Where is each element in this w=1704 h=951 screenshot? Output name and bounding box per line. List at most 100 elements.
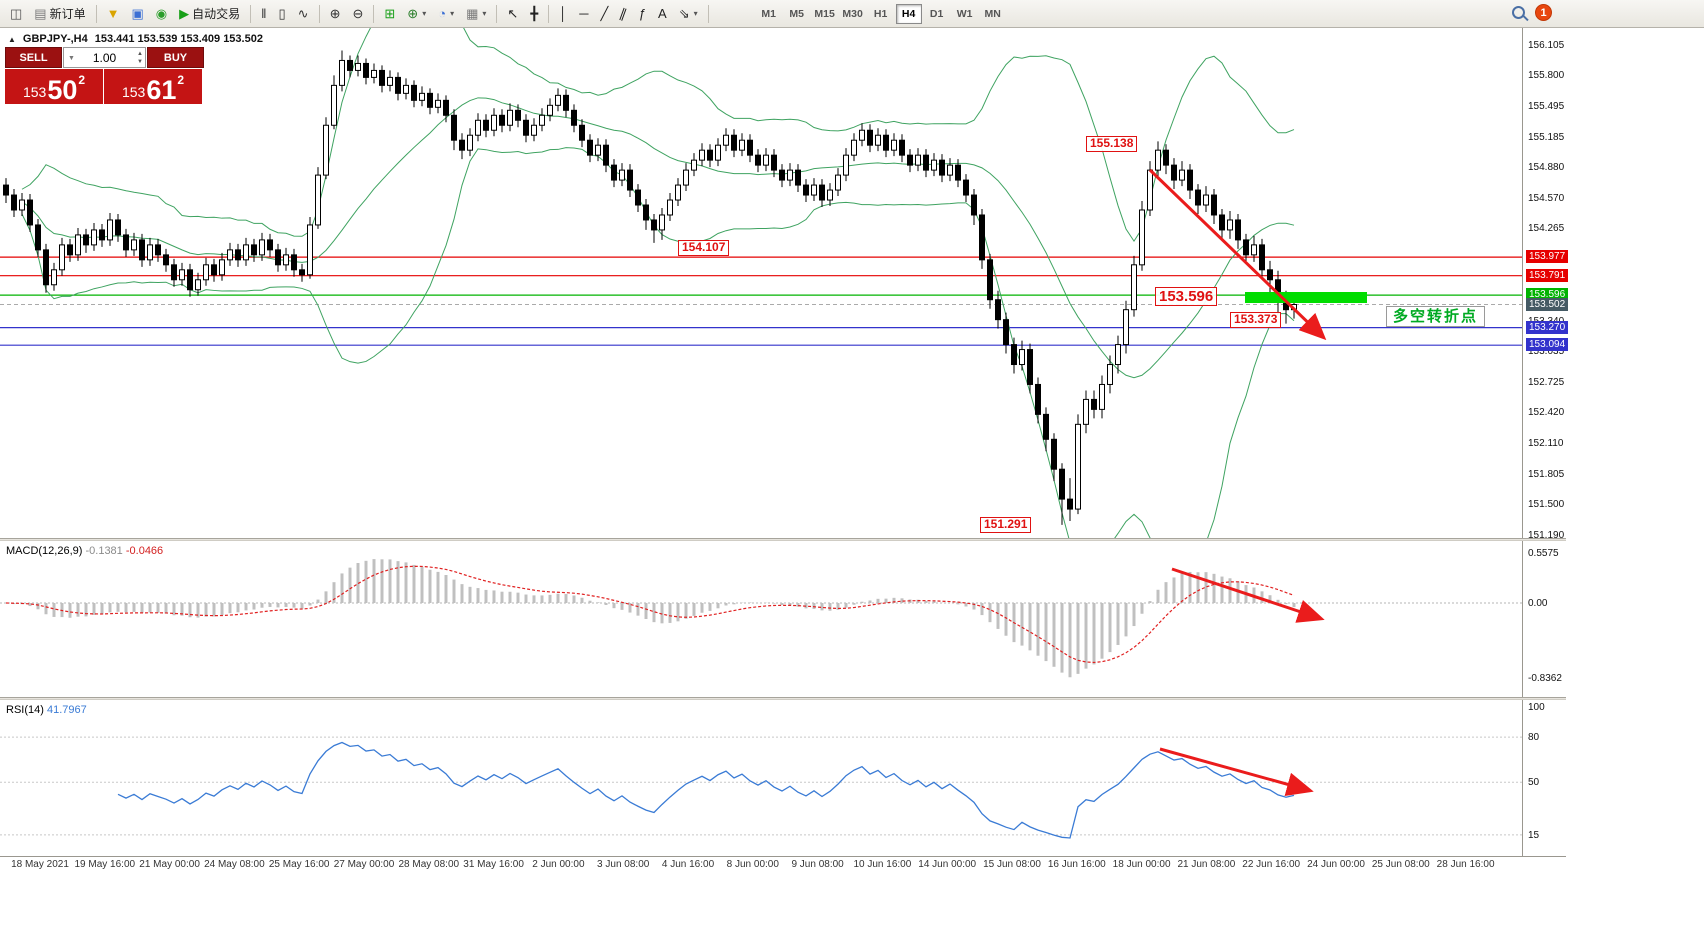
arrows-button-dropdown-icon[interactable]: ▾ — [693, 9, 698, 18]
horizontal-line-button[interactable]: ─ — [574, 3, 593, 25]
crosshair-button[interactable]: ╋ — [525, 3, 543, 25]
spinner-down-icon[interactable]: ▼ — [137, 59, 143, 65]
indicators-button[interactable]: ⊕ ▾ — [402, 3, 431, 25]
time-tick-label: 24 Jun 00:00 — [1307, 859, 1365, 870]
price-tick-label: 152.725 — [1528, 376, 1565, 388]
timeframe-d1-button[interactable]: D1 — [924, 4, 950, 24]
cursor-button[interactable]: ↖ — [502, 3, 523, 25]
price-tick-label: 155.495 — [1528, 100, 1565, 112]
periods-icon: ◔ — [438, 6, 447, 21]
alert-button[interactable]: ▼ — [102, 3, 125, 25]
sell-button[interactable]: SELL — [5, 47, 62, 68]
vertical-line-button[interactable]: │ — [554, 3, 572, 25]
pane-splitter-rsi[interactable] — [0, 697, 1566, 700]
timeframe-mn-button[interactable]: MN — [980, 4, 1006, 24]
volume-dropdown-icon[interactable]: ▼ — [68, 55, 75, 62]
market-watch-button[interactable]: ▣ — [126, 3, 148, 25]
main-chart-canvas[interactable] — [0, 28, 1522, 538]
price-scale-border — [1522, 28, 1523, 857]
price-tick-label: 152.420 — [1528, 407, 1565, 419]
time-tick-label: 18 May 2021 — [11, 859, 69, 870]
crosshair-icon: ╋ — [530, 6, 539, 21]
volume-value[interactable]: 1.00 — [92, 50, 117, 65]
price-line-label: 153.791 — [1526, 268, 1569, 282]
time-scale[interactable]: 18 May 2021 19 May 16:00 21 May 00:00 24 Ma… — [0, 857, 1566, 875]
time-tick-label: 9 Jun 08:00 — [791, 859, 844, 870]
rsi-scale[interactable]: 100 80 50 15 — [1524, 700, 1594, 856]
bollinger-band-line — [21, 147, 1295, 538]
timeframe-m30-button[interactable]: M30 — [840, 4, 866, 24]
volume-spinner[interactable]: ▲ ▼ — [137, 50, 143, 66]
macd-scale[interactable]: 0.5575 0.00 -0.8362 — [1524, 541, 1594, 697]
timeframe-m1-button[interactable]: M1 — [756, 4, 782, 24]
timeframe-h4-button[interactable]: H4 — [895, 3, 922, 24]
bar-chart-button[interactable]: ‖ — [256, 3, 271, 25]
indicators-icon: ⊕ — [407, 6, 419, 21]
time-tick-label: 31 May 16:00 — [463, 859, 524, 870]
time-tick-label: 8 Jun 00:00 — [726, 859, 779, 870]
periods-button[interactable]: ◔ ▾ — [433, 3, 459, 25]
macd-tick-label: -0.8362 — [1528, 673, 1562, 685]
market-watch-icon: ▣ — [131, 6, 144, 21]
time-tick-label: 25 Jun 08:00 — [1371, 859, 1430, 870]
tile-windows-button[interactable]: ⊞ — [379, 3, 400, 25]
new-order-button[interactable]: ▤ 新订单 — [29, 3, 90, 25]
rsi-header: RSI(14) 41.7967 — [6, 704, 87, 716]
time-tick-label: 25 May 16:00 — [268, 859, 330, 870]
notification-badge[interactable]: 1 — [1535, 4, 1552, 21]
symbol-marker-icon: ▲ — [8, 34, 16, 44]
toolbar-separator — [95, 4, 97, 23]
price-line-label: 153.270 — [1526, 320, 1569, 334]
macd-pane-canvas[interactable] — [0, 541, 1522, 697]
text-button[interactable]: A — [653, 3, 672, 25]
templates-button[interactable]: ▦ ▾ — [461, 3, 491, 25]
buy-button[interactable]: BUY — [147, 47, 204, 68]
sell-price-display[interactable]: 153 50 2 — [5, 69, 103, 104]
candlestick-chart-icon: ▯ — [278, 6, 286, 21]
channel-button[interactable]: ∥ — [615, 3, 632, 25]
trendline-button[interactable]: ╱ — [595, 3, 613, 25]
sell-price-prefix: 153 — [22, 84, 47, 100]
trendline-icon: ╱ — [600, 6, 609, 21]
sell-price-big: 50 — [47, 75, 78, 106]
candlestick-chart-button[interactable]: ▯ — [274, 3, 291, 25]
line-chart-button[interactable]: ∿ — [293, 3, 314, 25]
price-line-label: 153.977 — [1526, 250, 1569, 264]
search-icon[interactable] — [1512, 6, 1525, 19]
price-scale[interactable]: 156.105 155.800 155.495 155.185 154.880 154.5… — [1524, 28, 1594, 856]
spinner-up-icon[interactable]: ▲ — [137, 51, 143, 57]
time-tick-label: 21 Jun 08:00 — [1177, 859, 1236, 870]
timeframe-w1-button[interactable]: W1 — [952, 4, 978, 24]
fibonacci-button[interactable]: ƒ — [634, 3, 651, 25]
buy-price-display[interactable]: 153 61 2 — [104, 69, 202, 104]
current-price-label: 153.502 — [1526, 297, 1569, 311]
rsi-tick-label: 100 — [1528, 702, 1545, 713]
timeframe-h1-button[interactable]: H1 — [868, 4, 894, 24]
autotrading-button[interactable]: ▶ 自动交易 — [174, 3, 245, 25]
timeframe-m15-button[interactable]: M15 — [812, 4, 838, 24]
time-tick-label: 2 Jun 00:00 — [532, 859, 585, 870]
toolbar-separator — [373, 4, 375, 23]
volume-input[interactable]: ▼ 1.00 ▲ ▼ — [63, 47, 146, 68]
tile-windows-icon: ⊞ — [384, 6, 396, 21]
price-tick-label: 154.880 — [1528, 162, 1565, 174]
periods-button-dropdown-icon[interactable]: ▾ — [450, 9, 455, 18]
toolbar-separator — [318, 4, 320, 23]
macd-signal-line — [5, 565, 1295, 664]
templates-button-dropdown-icon[interactable]: ▾ — [482, 9, 487, 18]
zoom-in-button[interactable]: ⊕ — [325, 3, 346, 25]
time-tick-label: 3 Jun 08:00 — [597, 859, 650, 870]
price-tick-label: 154.570 — [1528, 193, 1565, 205]
rsi-pane-canvas[interactable] — [0, 700, 1522, 856]
zoom-out-button[interactable]: ⊖ — [347, 3, 368, 25]
timeframe-m5-button[interactable]: M5 — [784, 4, 810, 24]
time-tick-label: 10 Jun 16:00 — [853, 859, 912, 870]
arrows-button[interactable]: ⇘ ▾ — [674, 3, 703, 25]
new-chart-button[interactable]: ◫ — [5, 3, 27, 25]
pane-splitter-macd[interactable] — [0, 538, 1566, 541]
time-tick-label: 4 Jun 16:00 — [661, 859, 715, 870]
info-button[interactable]: ◉ — [151, 3, 172, 25]
indicators-button-dropdown-icon[interactable]: ▾ — [422, 9, 427, 18]
buy-price-prefix: 153 — [121, 84, 146, 100]
line-chart-icon: ∿ — [297, 6, 309, 21]
